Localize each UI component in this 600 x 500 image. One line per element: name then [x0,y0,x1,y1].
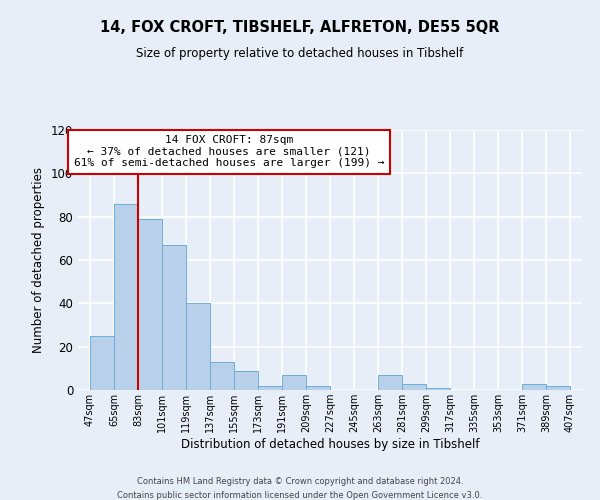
Bar [427,388,449,390]
Y-axis label: Number of detached properties: Number of detached properties [32,167,45,353]
Bar [115,204,137,390]
Bar [403,384,425,390]
Bar [283,375,305,390]
Bar [91,336,113,390]
Bar [523,384,545,390]
Bar [235,370,257,390]
Text: Contains HM Land Registry data © Crown copyright and database right 2024.: Contains HM Land Registry data © Crown c… [137,478,463,486]
Bar [187,304,209,390]
Bar [139,219,161,390]
Text: 14 FOX CROFT: 87sqm
← 37% of detached houses are smaller (121)
61% of semi-detac: 14 FOX CROFT: 87sqm ← 37% of detached ho… [74,135,385,168]
Text: Contains public sector information licensed under the Open Government Licence v3: Contains public sector information licen… [118,491,482,500]
Bar [547,386,569,390]
Text: Size of property relative to detached houses in Tibshelf: Size of property relative to detached ho… [136,48,464,60]
Bar [211,362,233,390]
Bar [163,245,185,390]
Text: 14, FOX CROFT, TIBSHELF, ALFRETON, DE55 5QR: 14, FOX CROFT, TIBSHELF, ALFRETON, DE55 … [100,20,500,35]
Bar [379,375,401,390]
Bar [307,386,329,390]
Bar [259,386,281,390]
X-axis label: Distribution of detached houses by size in Tibshelf: Distribution of detached houses by size … [181,438,479,451]
